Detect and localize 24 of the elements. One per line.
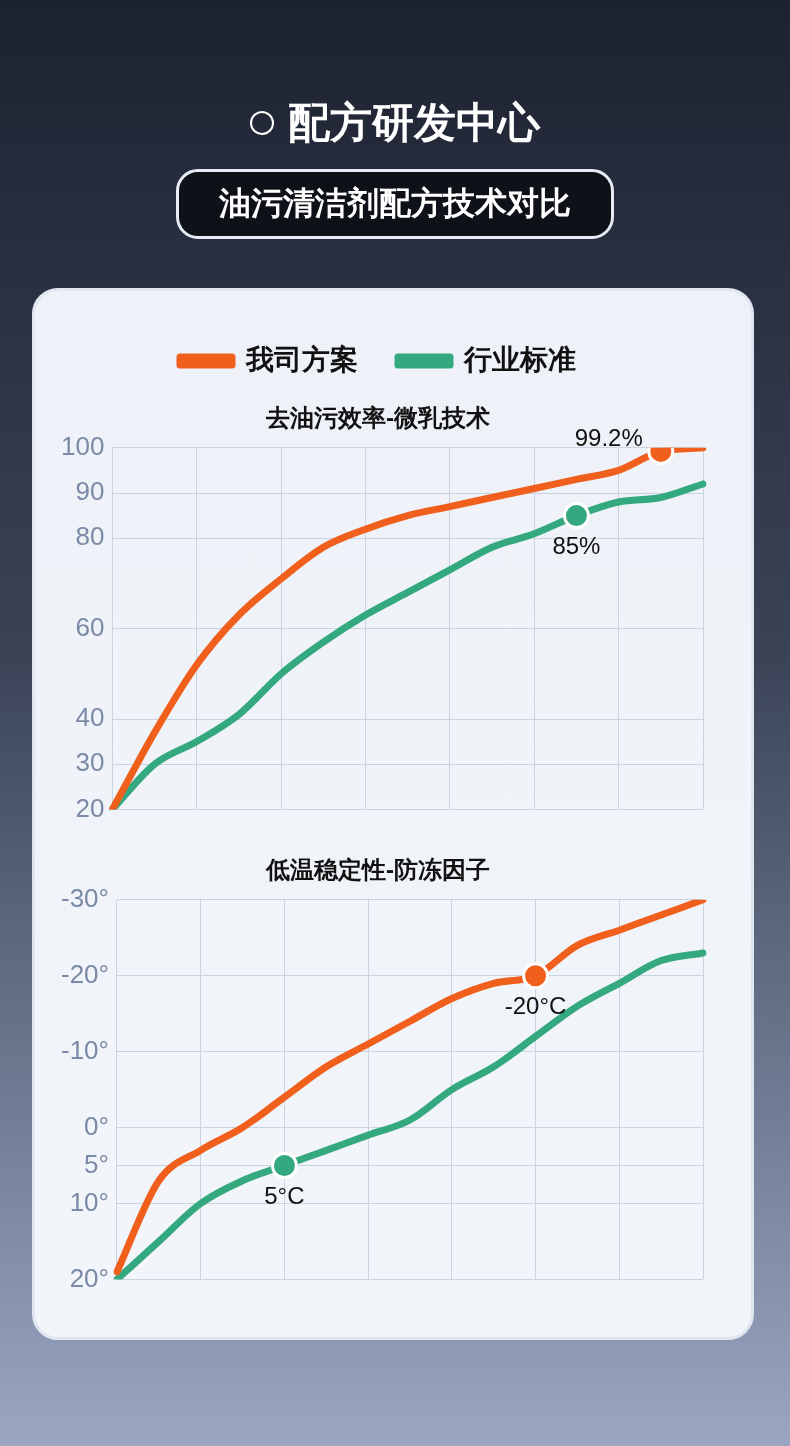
- y-tick-label: 60: [75, 611, 105, 642]
- y-tick-label: 20°: [69, 1262, 109, 1293]
- legend-label: 我司方案: [245, 343, 358, 375]
- y-tick-label: 90: [75, 476, 105, 507]
- y-tick-label: 10°: [69, 1186, 109, 1217]
- y-tick-label: 0°: [84, 1110, 109, 1141]
- text: 配方研发中心: [288, 98, 540, 148]
- y-tick-label: -30°: [60, 882, 109, 913]
- y-tick-label: 40: [75, 702, 105, 733]
- data-label: 99.2%: [574, 424, 643, 452]
- y-tick-label: 5°: [84, 1148, 109, 1179]
- y-tick-label: 20: [75, 792, 105, 823]
- data-label: -20°C: [504, 992, 567, 1020]
- y-tick-label: 100: [60, 430, 105, 461]
- legend-label: 行业标准: [463, 343, 576, 375]
- chart-title: 去油污效率-微乳技术: [265, 404, 490, 432]
- data-label: 85%: [552, 532, 601, 560]
- y-tick-label: -20°: [60, 958, 109, 989]
- y-tick-label: 30: [75, 747, 105, 778]
- chart-title: 低温稳定性-防冻因子: [265, 856, 490, 884]
- y-tick-label: -10°: [60, 1034, 109, 1065]
- data-label: 5°C: [264, 1182, 305, 1210]
- y-tick-label: 80: [75, 521, 105, 552]
- text: 油污清洁剂配方技术对比: [176, 169, 614, 239]
